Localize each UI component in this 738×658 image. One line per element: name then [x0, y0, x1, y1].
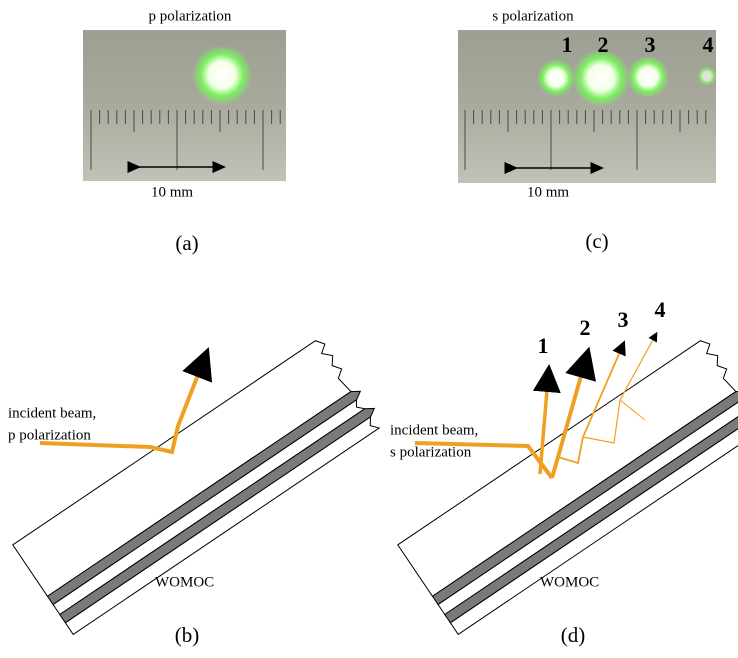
beam-number: 2	[580, 315, 591, 340]
panel-label: (c)	[585, 229, 608, 253]
beam-label: s polarization	[390, 444, 472, 460]
scale-label: 10 mm	[151, 184, 193, 200]
spot-label: 1	[562, 32, 573, 57]
laser-spot	[627, 56, 669, 98]
element-label: WOMOC	[155, 574, 214, 590]
panel-label: (b)	[175, 623, 200, 647]
spot-label: 3	[645, 32, 656, 57]
laser-spot	[697, 66, 717, 86]
beam-label: incident beam,	[390, 422, 478, 438]
panel-label: (a)	[175, 231, 198, 255]
laser-spot	[192, 45, 252, 105]
beam-number: 1	[538, 333, 549, 358]
scale-label: 10 mm	[527, 184, 569, 200]
page: {"panels": [ {"label": "(a)", "title": "…	[0, 0, 738, 658]
laser-spot	[572, 49, 630, 107]
spot-label: 2	[598, 32, 609, 57]
spot-label: 4	[703, 32, 714, 57]
figure: p polarization 10 mm (a) s polarization …	[0, 0, 738, 658]
photo-title: s polarization	[492, 8, 574, 24]
photo	[458, 30, 717, 183]
beam-label: incident beam,	[8, 405, 96, 421]
beam-number: 4	[655, 297, 666, 322]
beam-label: p polarization	[8, 427, 91, 443]
photo-title: p polarization	[149, 8, 232, 24]
laser-spot	[537, 59, 575, 97]
panel-label: (d)	[561, 623, 586, 647]
photo	[83, 30, 286, 181]
photo-background	[83, 30, 286, 181]
element-label: WOMOC	[540, 574, 599, 590]
beam-number: 3	[618, 307, 629, 332]
